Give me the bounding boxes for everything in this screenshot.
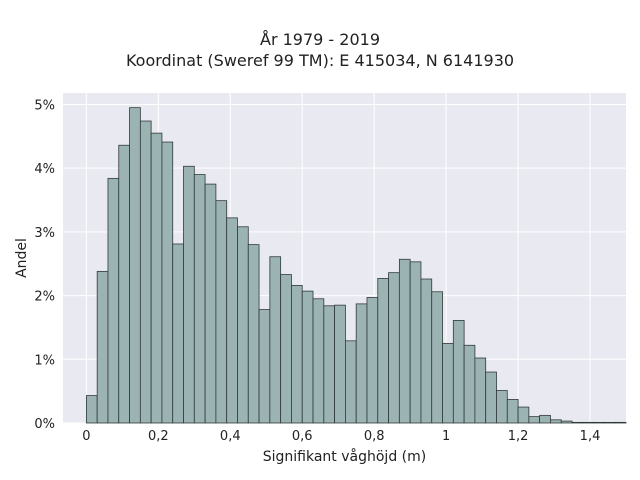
histogram-bar (355, 303, 368, 424)
histogram-bar (258, 309, 271, 424)
histogram-bar (107, 177, 120, 424)
histogram-bar (550, 419, 562, 424)
histogram-bar (420, 278, 433, 424)
histogram-bar (139, 120, 152, 424)
histogram-bar (474, 357, 487, 424)
x-tick-label: 0,6 (292, 429, 313, 444)
histogram-bar (129, 107, 141, 424)
x-tick-label: 0,2 (148, 429, 169, 444)
y-tick-label: 0% (34, 417, 55, 432)
y-axis-ticks: 0% 1% 2% 3% 4% 5% (34, 98, 55, 432)
histogram-bar (150, 132, 163, 424)
x-tick-label: 0,8 (364, 429, 385, 444)
x-tick-label: 1,4 (580, 429, 601, 444)
histogram-bar (614, 421, 627, 424)
histogram-bar (388, 272, 400, 424)
histogram-bar (344, 340, 357, 424)
bars (85, 107, 627, 424)
y-tick-label: 2% (34, 290, 55, 305)
y-tick-label: 5% (34, 98, 55, 113)
histogram-bar (172, 243, 184, 424)
x-tick-label: 0,4 (220, 429, 241, 444)
histogram-bar (366, 297, 379, 424)
histogram-bar (312, 298, 325, 424)
histogram-bar (442, 342, 454, 424)
histogram-bar (593, 421, 605, 424)
histogram-bar (247, 244, 260, 424)
histogram-bar (452, 320, 465, 424)
histogram-bar (323, 305, 336, 424)
histogram-bar (193, 174, 206, 424)
histogram-bar (582, 421, 595, 424)
histogram-bar (280, 274, 292, 424)
y-axis-label: Andel (14, 238, 30, 278)
histogram-bar (463, 344, 476, 424)
histogram-bar (398, 258, 411, 424)
y-tick-label: 4% (34, 162, 55, 177)
histogram-bar (377, 277, 389, 424)
chart-subtitle: Koordinat (Sweref 99 TM): E 415034, N 61… (125, 51, 515, 70)
histogram-bar (485, 371, 497, 424)
histogram-bar (291, 284, 303, 424)
histogram-bar (506, 399, 519, 424)
histogram-bar (96, 270, 109, 424)
histogram-bar (517, 406, 530, 424)
histogram-bar (539, 414, 551, 424)
y-tick-label: 1% (34, 353, 55, 368)
histogram-bar (301, 290, 314, 424)
x-tick-label: 1,2 (508, 429, 529, 444)
histogram-bar (183, 165, 195, 424)
histogram-bar (204, 183, 217, 424)
x-axis-label: Signifikant våghöjd (m) (263, 448, 426, 465)
histogram-bar (118, 144, 130, 424)
histogram-bar (269, 256, 282, 424)
histogram-bar (431, 291, 443, 424)
histogram-bar (226, 217, 238, 424)
histogram-bar (560, 420, 573, 424)
histogram-bar (161, 141, 174, 424)
histogram-bar (334, 304, 346, 424)
x-axis-ticks: 0 0,2 0,4 0,6 0,8 1 1,2 1,4 (82, 429, 600, 444)
x-tick-label: 1 (442, 429, 450, 444)
x-tick-label: 0 (82, 429, 90, 444)
histogram-bar (85, 395, 98, 424)
histogram-bar (409, 261, 422, 424)
histogram-bar (604, 421, 616, 424)
chart-title: År 1979 - 2019 (260, 30, 380, 49)
y-tick-label: 3% (34, 226, 55, 241)
histogram-bar (237, 226, 249, 424)
histogram-bar (496, 390, 508, 424)
histogram-bar (215, 200, 228, 424)
histogram-bar (571, 421, 584, 424)
histogram-bar (528, 416, 541, 424)
